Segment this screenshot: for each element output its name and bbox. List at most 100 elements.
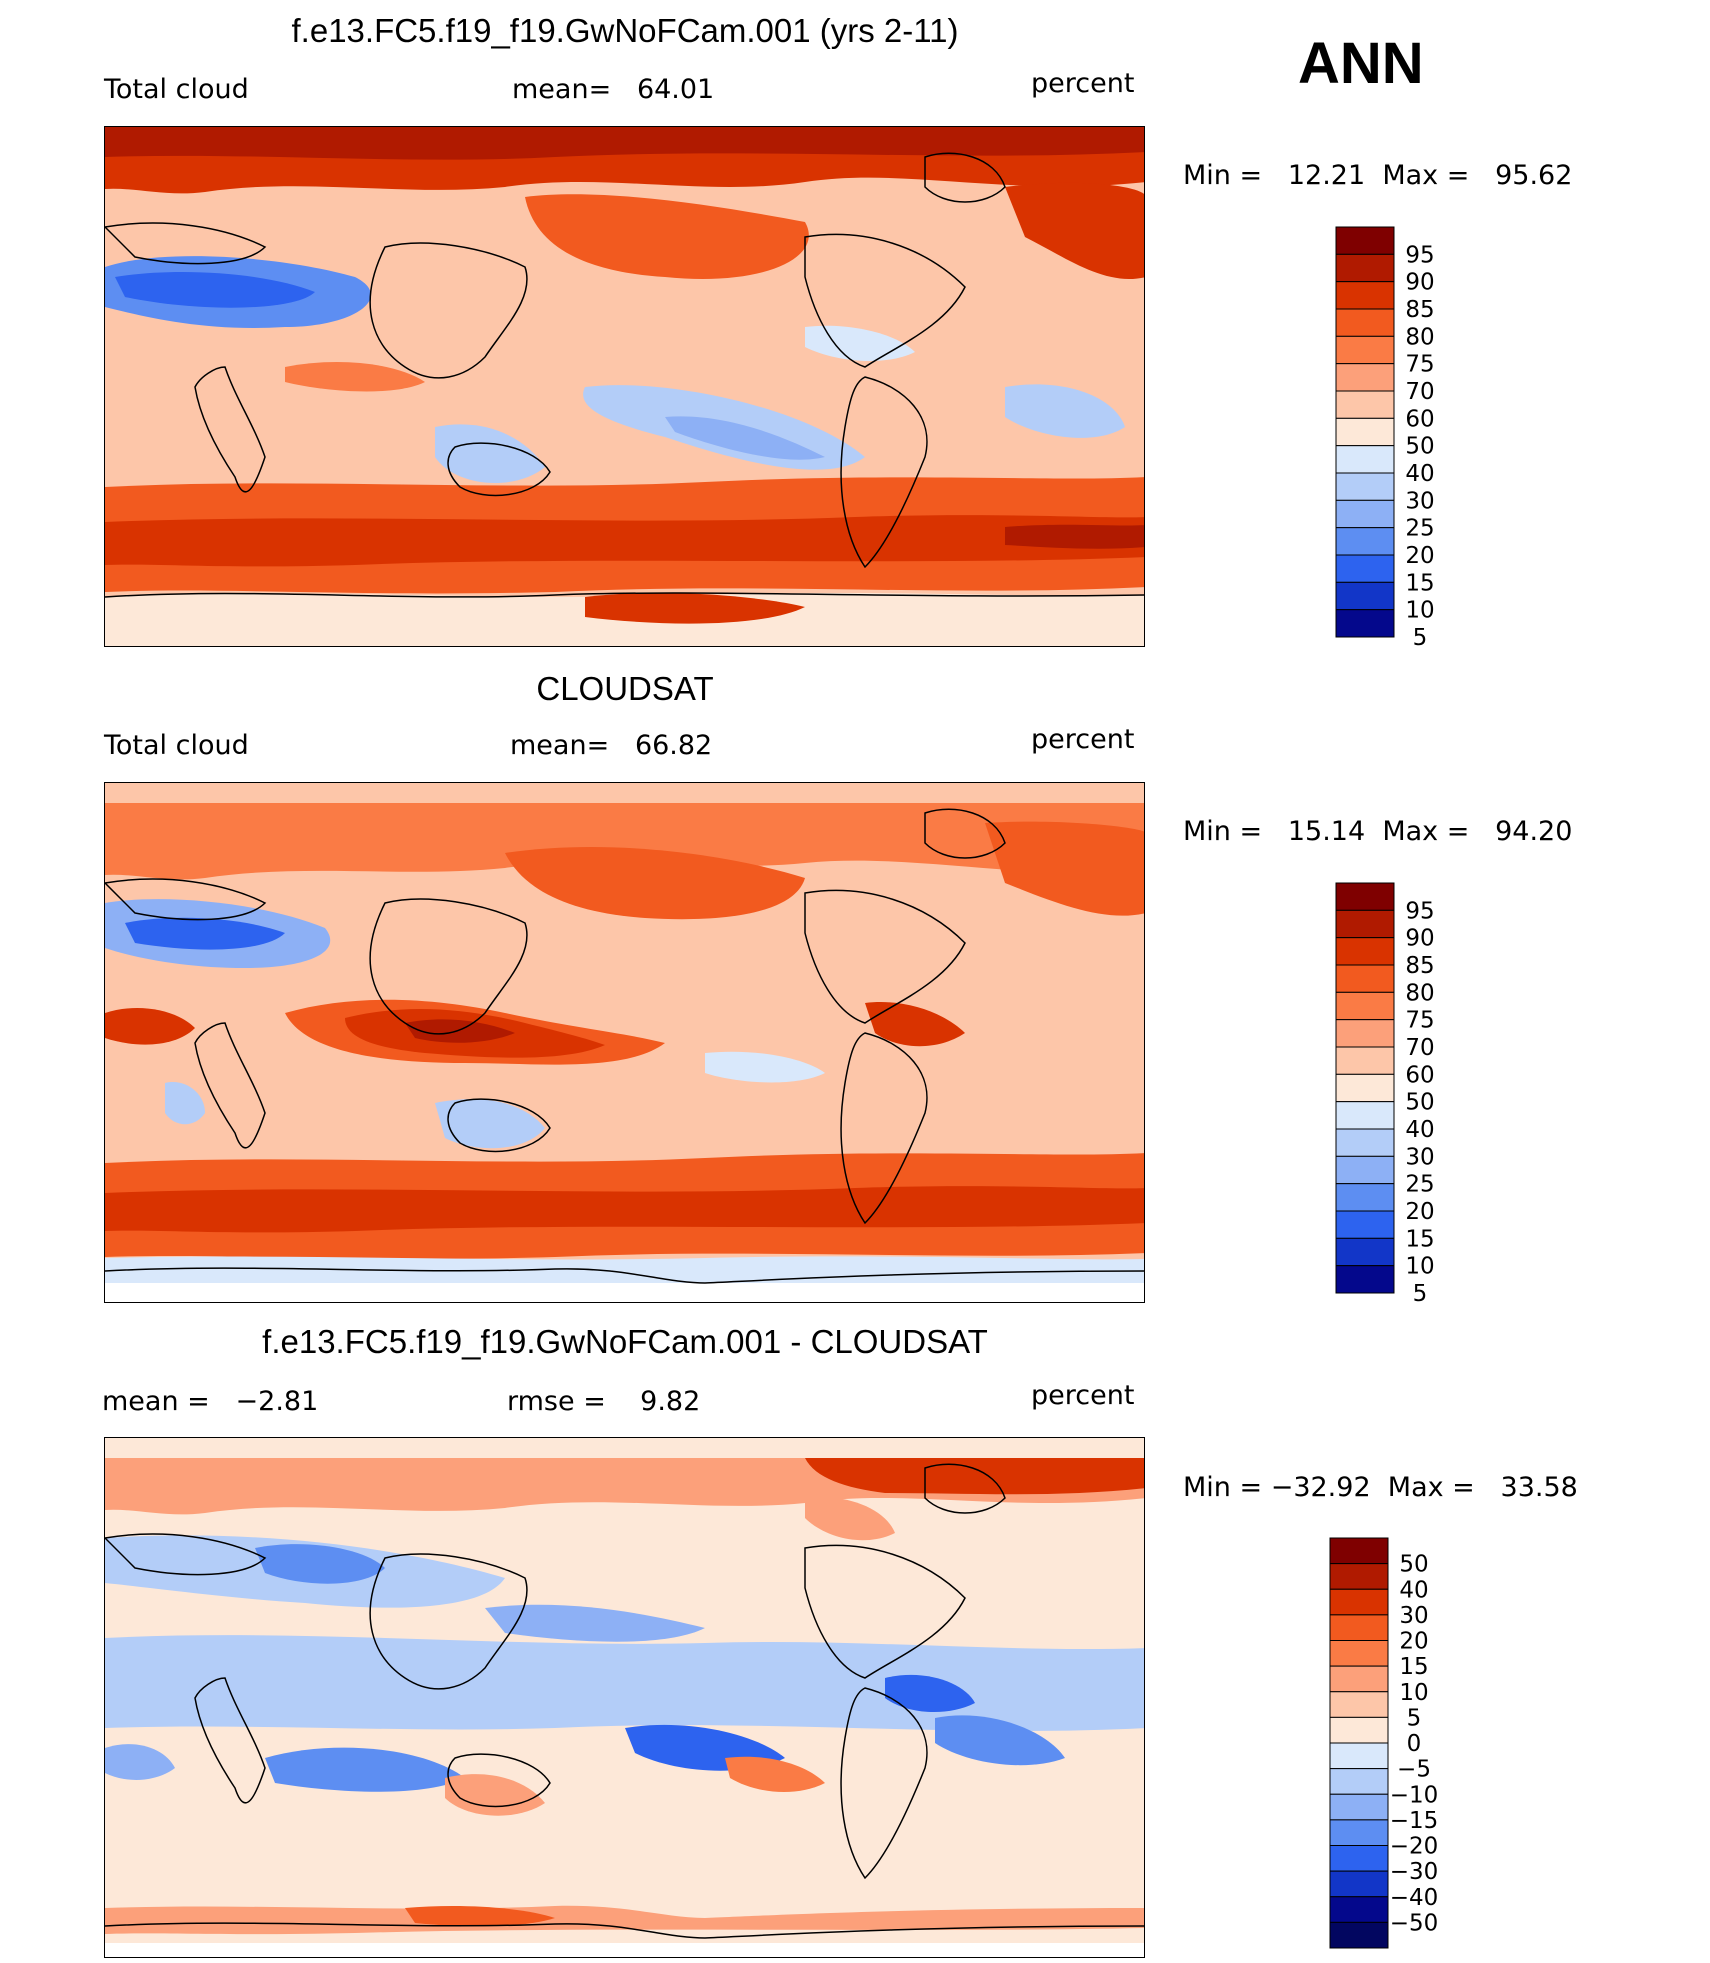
panel-2-title: CLOUDSAT <box>536 670 714 707</box>
colorbar-tick-label: −30 <box>1390 1859 1439 1885</box>
season-label: ANN <box>1298 31 1424 96</box>
colorbar-swatch <box>1335 1155 1395 1185</box>
panel-1-units-label: percent <box>1031 68 1135 99</box>
colorbar-swatch <box>1335 1046 1395 1075</box>
colorbar-swatch <box>1329 1614 1389 1641</box>
colorbar-tick-label: 15 <box>1405 570 1434 596</box>
colorbar-tick-label: 70 <box>1405 1035 1434 1061</box>
panel-1-minmax: Min = 12.21 Max = 95.62 <box>1183 160 1573 191</box>
colorbar-swatch <box>1329 1896 1389 1923</box>
colorbar-tick-label: −50 <box>1390 1910 1439 1936</box>
panel-3-colorbar: 50 40 30 20 15 10 5 0 −5 −10 −15 −20 −30 −40 −50 <box>1329 1537 1450 1950</box>
colorbar-tick-label: 5 <box>1413 625 1428 651</box>
colorbar-tick-label: 30 <box>1399 1603 1428 1629</box>
colorbar-swatch <box>1335 1073 1395 1103</box>
colorbar-tick-label: 85 <box>1405 953 1434 979</box>
colorbar-swatch <box>1329 1845 1389 1872</box>
colorbar-tick-label: 70 <box>1405 379 1434 405</box>
colorbar-tick-label: 90 <box>1405 270 1434 296</box>
panel-2-mean-label: mean= 66.82 <box>510 730 713 761</box>
colorbar-tick-label: −5 <box>1397 1757 1431 1783</box>
colorbar-swatch <box>1335 472 1395 501</box>
panel-1-variable-label: Total cloud <box>104 74 249 105</box>
colorbar-tick-label: 80 <box>1405 324 1434 350</box>
colorbar-tick-label: 60 <box>1405 406 1434 432</box>
panel-2-colorbar: 95 90 85 80 75 70 60 50 40 30 25 20 15 10 5 <box>1335 882 1456 1307</box>
colorbar-swatch <box>1335 363 1395 392</box>
colorbar-swatch <box>1335 527 1395 556</box>
colorbar-tick-label: 75 <box>1405 1008 1434 1034</box>
colorbar-tick-label: −20 <box>1390 1834 1439 1860</box>
panel-2-units-label: percent <box>1031 724 1135 755</box>
colorbar-swatch <box>1329 1921 1389 1949</box>
colorbar-tick-label: 30 <box>1405 1144 1434 1170</box>
colorbar-swatch <box>1335 1101 1395 1130</box>
colorbar-swatch <box>1329 1691 1389 1718</box>
colorbar-swatch <box>1335 609 1395 638</box>
colorbar-tick-label: 60 <box>1405 1062 1434 1088</box>
colorbar-tick-label: −10 <box>1390 1782 1439 1808</box>
colorbar-swatch <box>1329 1870 1389 1898</box>
colorbar-swatch <box>1329 1640 1389 1667</box>
colorbar-swatch <box>1335 390 1395 419</box>
panel-3-minmax: Min = −32.92 Max = 33.58 <box>1183 1472 1578 1503</box>
colorbar-swatch <box>1329 1793 1389 1821</box>
colorbar-tick-label: −15 <box>1390 1808 1439 1834</box>
colorbar-swatch <box>1329 1588 1389 1616</box>
colorbar-tick-label: 10 <box>1399 1680 1428 1706</box>
colorbar-swatch <box>1335 281 1395 310</box>
panel-3-title: f.e13.FC5.f19_f19.GwNoFCam.001 - CLOUDSA… <box>262 1323 988 1360</box>
colorbar-swatch <box>1329 1563 1389 1590</box>
colorbar-tick-label: 50 <box>1405 434 1434 460</box>
colorbar-tick-label: 50 <box>1405 1090 1434 1116</box>
colorbar-tick-label: 40 <box>1399 1577 1428 1603</box>
colorbar-tick-label: 50 <box>1399 1552 1428 1578</box>
colorbar-swatch <box>1335 417 1395 447</box>
colorbar-swatch <box>1329 1819 1389 1846</box>
colorbar-swatch <box>1329 1768 1389 1795</box>
colorbar-swatch <box>1329 1665 1389 1693</box>
colorbar-tick-label: 10 <box>1405 1254 1434 1280</box>
panel-2-minmax: Min = 15.14 Max = 94.20 <box>1183 816 1573 847</box>
colorbar-swatch <box>1335 581 1395 611</box>
colorbar-tick-label: −40 <box>1390 1885 1439 1911</box>
colorbar-swatch <box>1329 1537 1389 1565</box>
panel-1-title: f.e13.FC5.f19_f19.GwNoFCam.001 (yrs 2-11… <box>291 12 959 49</box>
panel-2-variable-label: Total cloud <box>104 730 249 761</box>
colorbar-tick-label: 95 <box>1405 898 1434 924</box>
colorbar-tick-label: 15 <box>1405 1226 1434 1252</box>
colorbar-swatch <box>1329 1716 1389 1744</box>
panel-3-mean-label: mean = −2.81 <box>102 1386 319 1417</box>
colorbar-swatch <box>1335 991 1395 1021</box>
colorbar-tick-label: 95 <box>1405 242 1434 268</box>
colorbar-tick-label: 5 <box>1413 1281 1428 1307</box>
colorbar-tick-label: 20 <box>1399 1629 1428 1655</box>
colorbar-swatch <box>1335 1210 1395 1239</box>
colorbar-swatch <box>1335 937 1395 966</box>
colorbar-tick-label: 20 <box>1405 1199 1434 1225</box>
colorbar-tick-label: 30 <box>1405 488 1434 514</box>
colorbar-tick-label: 40 <box>1405 1117 1434 1143</box>
colorbar-tick-label: 20 <box>1405 543 1434 569</box>
panel-3-units-label: percent <box>1031 1380 1135 1411</box>
colorbar-tick-label: 10 <box>1405 598 1434 624</box>
colorbar-tick-label: 85 <box>1405 297 1434 323</box>
colorbar-swatch <box>1335 554 1395 583</box>
panel-3-map <box>104 1437 1145 1958</box>
colorbar-swatch <box>1335 1128 1395 1157</box>
colorbar-swatch <box>1335 909 1395 939</box>
colorbar-tick-label: 25 <box>1405 1172 1434 1198</box>
colorbar-swatch <box>1329 1742 1389 1770</box>
colorbar-swatch <box>1335 1183 1395 1212</box>
panel-1-map <box>104 126 1145 647</box>
colorbar-swatch <box>1335 445 1395 474</box>
colorbar-tick-label: 25 <box>1405 516 1434 542</box>
colorbar-swatch <box>1335 1019 1395 1048</box>
panel-2-map <box>104 782 1145 1303</box>
panel-1-colorbar: 95 90 85 80 75 70 60 50 40 30 25 20 15 10 5 <box>1335 226 1456 651</box>
colorbar-tick-label: 15 <box>1399 1654 1428 1680</box>
colorbar-swatch <box>1335 964 1395 993</box>
colorbar-swatch <box>1335 882 1395 911</box>
colorbar-tick-label: 90 <box>1405 926 1434 952</box>
colorbar-tick-label: 0 <box>1407 1731 1422 1757</box>
